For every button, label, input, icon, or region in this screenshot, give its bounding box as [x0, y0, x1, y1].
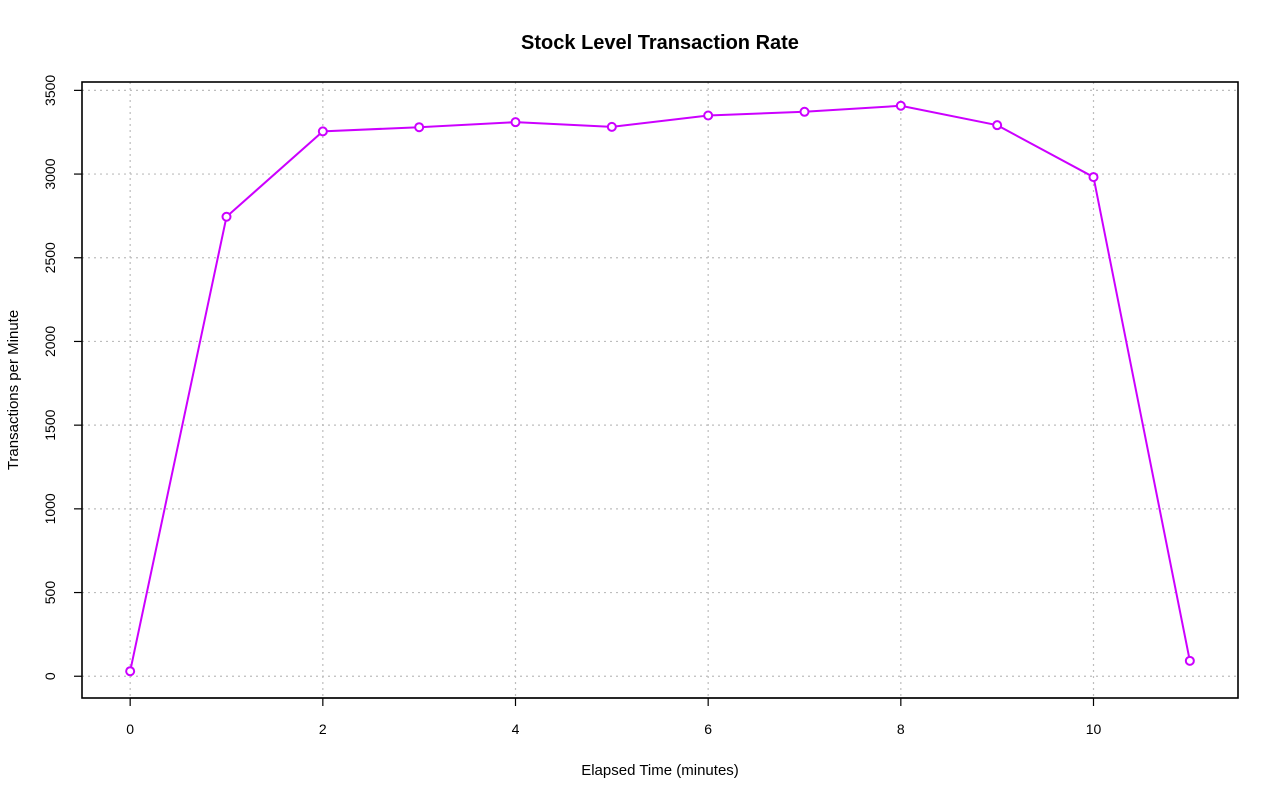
x-tick-label: 8: [897, 721, 905, 737]
x-tick-label: 0: [126, 721, 134, 737]
series-layer: [125, 100, 1195, 677]
data-point: [125, 666, 136, 677]
y-tick-label: 0: [42, 672, 58, 680]
data-point: [1088, 172, 1099, 183]
y-tick-label: 2500: [42, 242, 58, 273]
chart-title: Stock Level Transaction Rate: [521, 32, 799, 54]
data-point: [317, 126, 328, 137]
y-tick-label: 2000: [42, 326, 58, 357]
axes: 0 2 4 6 8 10 0 500 1000 1500 2000 2500 3000 3500: [42, 75, 1101, 737]
x-tick-label: 10: [1086, 721, 1102, 737]
y-tick-label: 3500: [42, 75, 58, 106]
y-tick-label: 500: [42, 581, 58, 605]
x-axis-label: Elapsed Time (minutes): [581, 762, 739, 779]
x-tick-label: 6: [704, 721, 712, 737]
series-line: [129, 104, 1191, 672]
grid-layer: [82, 82, 1238, 698]
data-point: [221, 211, 232, 222]
x-tick-label: 4: [512, 721, 520, 737]
y-tick-label: 3000: [42, 158, 58, 189]
data-point: [799, 106, 810, 117]
data-point: [895, 100, 906, 111]
data-point: [703, 110, 714, 121]
data-point: [606, 121, 617, 132]
y-tick-label: 1500: [42, 409, 58, 440]
data-point: [1184, 655, 1195, 666]
data-point: [414, 122, 425, 133]
data-point: [510, 117, 521, 128]
data-point: [992, 120, 1003, 131]
plot-frame: [81, 81, 1239, 699]
y-axis-label: Transactions per Minute: [5, 310, 22, 470]
x-tick-label: 2: [319, 721, 327, 737]
y-tick-label: 1000: [42, 493, 58, 524]
